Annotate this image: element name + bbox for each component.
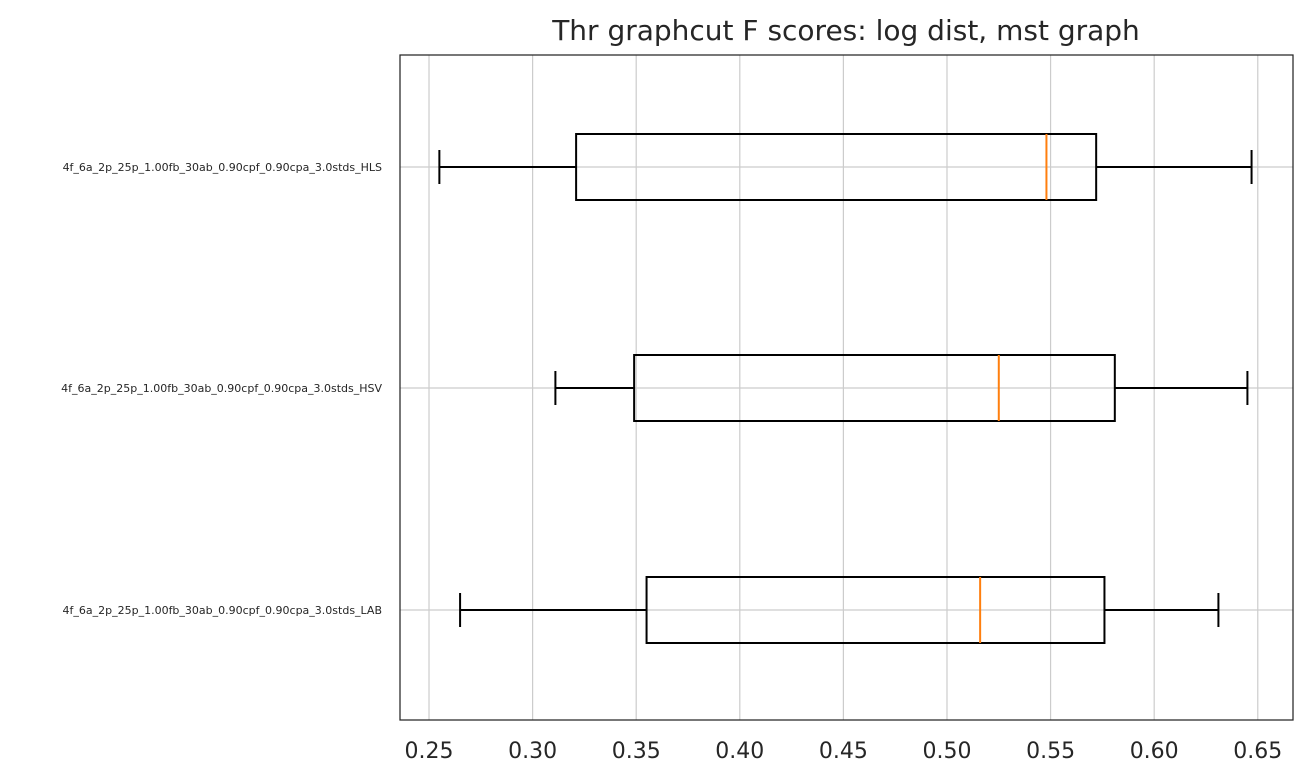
iqr-box <box>575 133 1098 201</box>
x-tick-label: 0.45 <box>819 739 868 764</box>
y-tick-label: 4f_6a_2p_25p_1.00fb_30ab_0.90cpf_0.90cpa… <box>61 382 382 395</box>
x-tick-label: 0.65 <box>1233 739 1282 764</box>
iqr-box <box>645 576 1106 644</box>
x-axis-ticks: 0.25 0.30 0.35 0.40 0.45 0.50 0.55 0.60 0.65 <box>405 739 1283 764</box>
box-2 <box>554 354 1249 422</box>
x-tick-label: 0.50 <box>922 739 971 764</box>
x-tick-label: 0.55 <box>1026 739 1075 764</box>
x-tick-label: 0.40 <box>715 739 764 764</box>
y-tick-label: 4f_6a_2p_25p_1.00fb_30ab_0.90cpf_0.90cpa… <box>63 161 382 174</box>
y-axis-ticks: 4f_6a_2p_25p_1.00fb_30ab_0.90cpf_0.90cpa… <box>61 161 382 617</box>
plot-area-frame <box>399 54 1294 721</box>
box-3 <box>459 576 1220 644</box>
iqr-box <box>633 354 1116 422</box>
x-tick-label: 0.60 <box>1130 739 1179 764</box>
x-tick-label: 0.30 <box>508 739 557 764</box>
x-tick-label: 0.25 <box>405 739 454 764</box>
boxes-group <box>438 133 1253 644</box>
chart-title: Thr graphcut F scores: log dist, mst gra… <box>551 14 1140 47</box>
box-1 <box>438 133 1253 201</box>
x-tick-label: 0.35 <box>612 739 661 764</box>
y-tick-label: 4f_6a_2p_25p_1.00fb_30ab_0.90cpf_0.90cpa… <box>63 604 383 617</box>
